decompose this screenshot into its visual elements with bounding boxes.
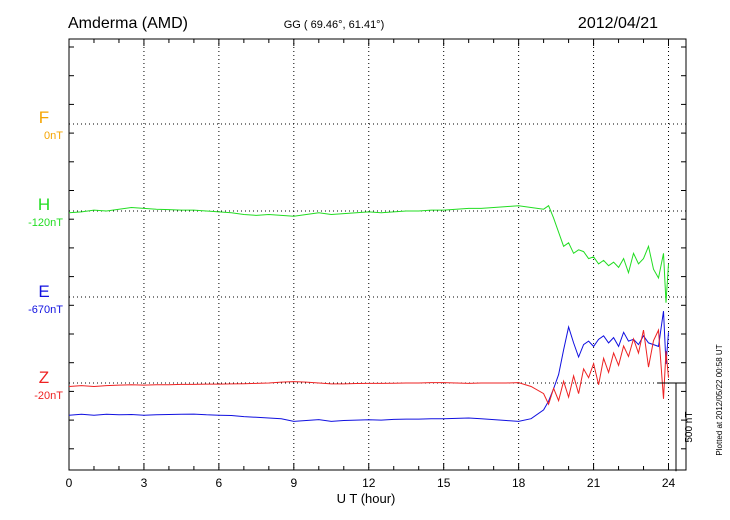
series-baseline-E: -670nT [28, 304, 63, 316]
grid [69, 39, 686, 470]
scale-bar: 500 nT [657, 382, 695, 472]
series-name-H: H [38, 195, 50, 214]
series-line-E [68, 311, 669, 422]
series-baseline-H: -120nT [28, 217, 63, 229]
series-name-F: F [39, 108, 49, 127]
x-tick-label-0: 0 [66, 476, 73, 490]
series-line-Z [68, 328, 669, 406]
x-tick-label-3: 3 [141, 476, 148, 490]
x-tick-label-24: 24 [662, 476, 676, 490]
series-name-Z: Z [39, 368, 49, 387]
station-title: Amderma (AMD) [68, 15, 188, 32]
x-tick-label-12: 12 [362, 476, 376, 490]
station-coordinates: GG ( 69.46°, 61.41°) [284, 19, 385, 31]
x-tick-label-9: 9 [290, 476, 297, 490]
plot-frame [68, 38, 687, 471]
plotted-timestamp: Plotted at 2012/05/22 00:58 UT [715, 344, 724, 455]
x-axis-label: U T (hour) [337, 491, 396, 506]
plot-date: 2012/04/21 [578, 15, 658, 32]
x-axis-ticks: 0 3 6 9 12 15 18 21 24 [66, 39, 676, 490]
series-line-H [68, 204, 669, 303]
scale-bar-label: 500 nT [684, 412, 695, 443]
series-labels: F 0nT H -120nT E -670nT Z -20nT [28, 108, 63, 402]
x-tick-label-18: 18 [512, 476, 526, 490]
series-name-E: E [38, 282, 49, 301]
x-tick-label-21: 21 [587, 476, 601, 490]
series-baseline-Z: -20nT [34, 390, 63, 402]
x-tick-label-15: 15 [437, 476, 451, 490]
x-tick-label-6: 6 [216, 476, 223, 490]
series-lines [68, 204, 669, 422]
series-baseline-F: 0nT [44, 130, 63, 142]
